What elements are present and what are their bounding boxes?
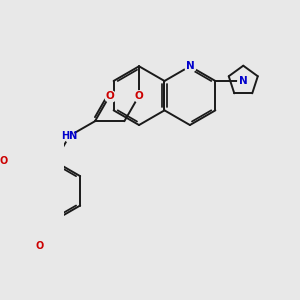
Text: HN: HN bbox=[61, 131, 78, 141]
Text: O: O bbox=[36, 241, 44, 251]
Text: N: N bbox=[185, 61, 194, 71]
Text: O: O bbox=[135, 91, 143, 101]
Text: O: O bbox=[0, 157, 8, 166]
Text: O: O bbox=[105, 91, 114, 101]
Text: N: N bbox=[239, 76, 248, 86]
